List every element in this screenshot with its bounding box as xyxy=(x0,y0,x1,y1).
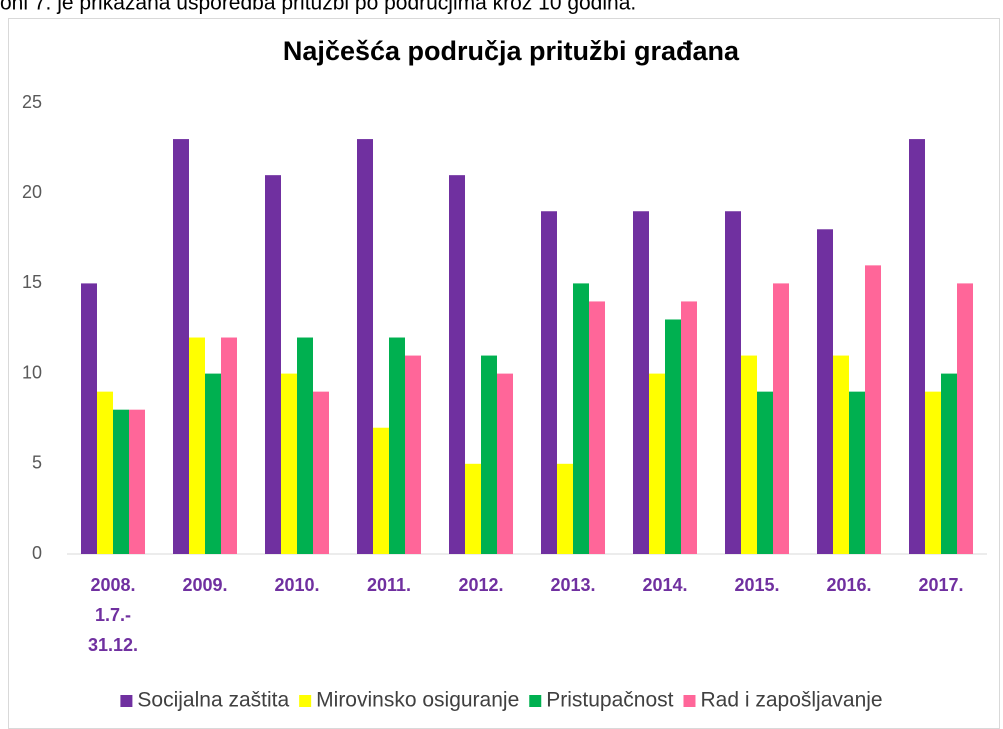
x-tick-label: 31.12. xyxy=(88,635,138,655)
y-tick-label: 0 xyxy=(32,543,42,563)
bar xyxy=(681,301,697,554)
y-tick-label: 15 xyxy=(22,272,42,292)
bar xyxy=(573,283,589,554)
bar xyxy=(957,283,973,554)
bar xyxy=(265,175,281,554)
bar xyxy=(557,463,573,554)
bar xyxy=(281,373,297,554)
bar xyxy=(313,391,329,554)
bar xyxy=(925,391,941,554)
chart-title: Najčešća područja pritužbi građana xyxy=(283,36,740,66)
x-tick-label: 2017. xyxy=(918,575,963,595)
x-tick-label: 2008. xyxy=(90,575,135,595)
y-tick-label: 20 xyxy=(22,182,42,202)
legend-label: Socijalna zaštita xyxy=(137,689,289,712)
x-tick-label: 2011. xyxy=(367,575,411,595)
legend-swatch xyxy=(120,695,133,707)
bar xyxy=(757,391,773,554)
legend: Socijalna zaštita Mirovinsko osiguranje Pr… xyxy=(120,689,883,712)
x-tick-label: 2009. xyxy=(182,575,227,595)
bar xyxy=(817,229,833,554)
bar xyxy=(649,373,665,554)
bar xyxy=(357,139,373,554)
bar xyxy=(741,355,757,554)
bar xyxy=(297,337,313,554)
bar xyxy=(173,139,189,554)
bar xyxy=(189,337,205,554)
bar xyxy=(909,139,925,554)
bar xyxy=(389,337,405,554)
legend-label: Rad i zapošljavanje xyxy=(700,689,882,712)
bar xyxy=(481,355,497,554)
bar xyxy=(773,283,789,554)
bar xyxy=(129,409,145,554)
bar xyxy=(405,355,421,554)
bar xyxy=(205,373,221,554)
legend-swatch xyxy=(683,695,696,707)
bar xyxy=(589,301,605,554)
bar xyxy=(373,427,389,554)
bar xyxy=(833,355,849,554)
caption: oni 7. je prikazana usporedba pritužbi p… xyxy=(0,0,636,15)
y-tick-label: 5 xyxy=(32,453,42,473)
bar xyxy=(113,409,129,554)
x-tick-label: 2016. xyxy=(826,575,871,595)
y-tick-label: 25 xyxy=(22,92,42,112)
x-tick-label: 2012. xyxy=(458,575,503,595)
legend-label: Mirovinsko osiguranje xyxy=(316,689,519,712)
bar xyxy=(541,211,557,555)
bar xyxy=(633,211,649,555)
x-tick-label: 2013. xyxy=(550,575,595,595)
bar xyxy=(221,337,237,554)
bar xyxy=(465,463,481,554)
bar xyxy=(497,373,513,554)
y-tick-label: 10 xyxy=(22,362,42,382)
x-tick-label: 1.7.- xyxy=(95,605,131,625)
bar xyxy=(449,175,465,554)
bar xyxy=(665,319,681,554)
x-tick-label: 2010. xyxy=(274,575,319,595)
bar xyxy=(849,391,865,554)
bar xyxy=(81,283,97,554)
legend-swatch xyxy=(299,695,312,707)
x-tick-label: 2015. xyxy=(734,575,779,595)
bar xyxy=(941,373,957,554)
x-tick-label: 2014. xyxy=(642,575,687,595)
bar xyxy=(725,211,741,555)
bar xyxy=(865,265,881,554)
bar xyxy=(97,391,113,554)
legend-label: Pristupačnost xyxy=(546,689,673,712)
legend-swatch xyxy=(529,695,542,707)
chart-border xyxy=(8,18,1000,729)
